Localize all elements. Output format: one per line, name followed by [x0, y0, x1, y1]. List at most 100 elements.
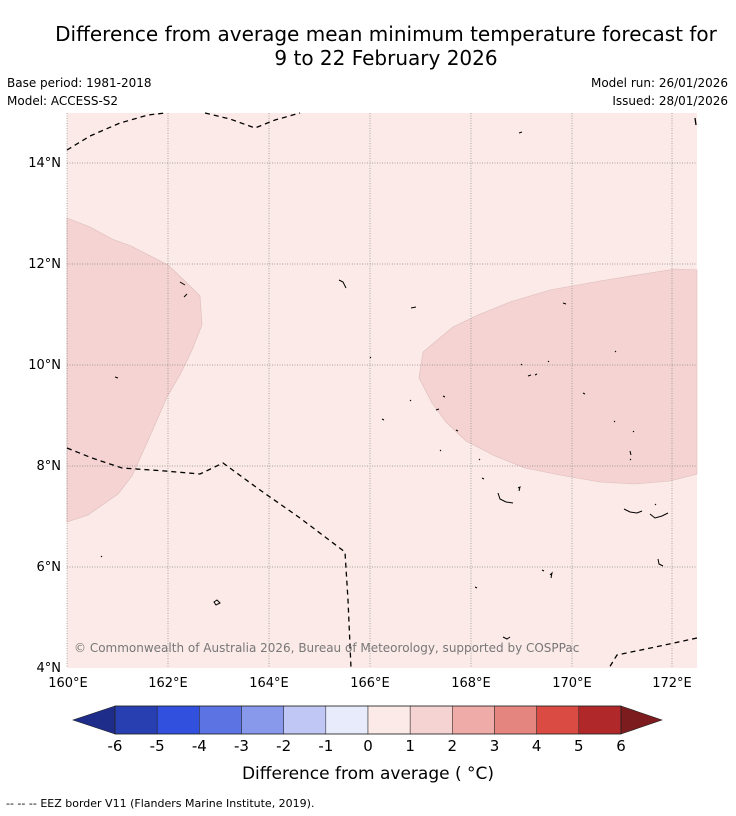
lat-tick-label: 6°N [37, 560, 62, 575]
colorbar-tick-label: -2 [276, 737, 291, 755]
colorbar-ticks: -6 -5 -4 -3 -2 -1 0 1 2 3 4 5 6 [108, 737, 626, 755]
colorbar-bin [114, 705, 158, 735]
island [497, 492, 514, 504]
island [623, 508, 643, 514]
lat-tick-label: 12°N [28, 257, 61, 272]
colorbar-bin [283, 705, 327, 735]
colorbar-tick-label: 3 [490, 737, 500, 755]
island [582, 392, 586, 395]
title-line-2: 9 to 22 February 2026 [274, 46, 498, 70]
colorbar-bin [494, 705, 537, 735]
colorbar-tick-label: -3 [234, 737, 249, 755]
island [381, 418, 385, 421]
island [562, 302, 567, 305]
colorbar-bin [156, 705, 200, 735]
island [654, 503, 657, 506]
eez-border-se [608, 637, 698, 669]
island [478, 458, 481, 461]
islands [100, 131, 669, 640]
east-region [418, 268, 698, 485]
colorbar-bin [452, 705, 495, 735]
lat-tick-label: 8°N [37, 459, 62, 474]
island [502, 636, 511, 640]
colorbar-tick-label: 2 [448, 737, 458, 755]
colorbar-tick-label: -1 [318, 737, 333, 755]
colorbar-tick-label: 4 [532, 737, 542, 755]
lon-tick-label: 162°E [148, 676, 188, 691]
island [439, 449, 442, 452]
island [183, 293, 188, 298]
lon-tick-label: 166°E [350, 676, 390, 691]
eez-border-ne [694, 117, 697, 126]
colorbar-frame [114, 705, 622, 735]
lon-tick-label: 172°E [652, 676, 692, 691]
colorbar-bin [409, 705, 453, 735]
colorbar-over-arrow [620, 705, 663, 735]
colorbar-tick-label: -4 [192, 737, 207, 755]
eez-legend-symbol: -- -- -- [6, 797, 37, 810]
island [632, 430, 635, 433]
base-period: Base period: 1981-2018 [7, 76, 152, 90]
island [369, 356, 372, 359]
island [481, 477, 485, 480]
model-name: Model: ACCESS-S2 [7, 94, 119, 108]
lon-tick-label: 164°E [249, 676, 289, 691]
map-title: Difference from average mean minimum tem… [0, 22, 736, 70]
island [410, 306, 417, 309]
colorbar-bin [536, 705, 580, 735]
island [527, 373, 538, 377]
colorbar-bins [114, 705, 622, 735]
meta-right: Model run: 26/01/2026 Issued: 28/01/2026 [591, 74, 728, 110]
island [338, 279, 347, 289]
meta-left: Base period: 1981-2018 Model: ACCESS-S2 [7, 74, 152, 110]
colorbar-bin [241, 705, 284, 735]
eez-border-n [204, 112, 301, 129]
colorbar-label: Difference from average ( °C) [241, 764, 495, 784]
lat-tick-label: 14°N [28, 156, 61, 171]
island [455, 429, 459, 432]
graticule [67, 113, 697, 668]
colorbar-tick-label: 5 [574, 737, 584, 755]
colorbar-tick-label: -6 [108, 737, 123, 755]
colorbar-bin [578, 705, 622, 735]
lat-tick-label: 10°N [28, 358, 61, 373]
eez-legend-text: EEZ border V11 (Flanders Marine Institut… [40, 797, 315, 810]
colorbar-bin [199, 705, 242, 735]
island [517, 486, 521, 492]
island [474, 586, 478, 589]
island [213, 599, 221, 606]
colorbar-bin [367, 705, 411, 735]
island [179, 281, 186, 286]
lon-tick-label: 160°E [48, 676, 88, 691]
colorbar-tick-label: -5 [150, 737, 165, 755]
footer-legend: -- -- -- EEZ border V11 (Flanders Marine… [6, 797, 314, 810]
island [629, 450, 632, 461]
eez-border-nw [66, 112, 166, 151]
lon-tick-label: 168°E [451, 676, 491, 691]
issued-date: Issued: 28/01/2026 [612, 94, 728, 108]
island [442, 395, 446, 398]
eez-borders [66, 112, 698, 669]
lat-axis: 4°N 6°N 8°N 10°N 12°N 14°N [28, 156, 61, 676]
island [657, 558, 664, 567]
island [613, 420, 616, 423]
island [614, 350, 617, 353]
island [649, 512, 669, 519]
island [541, 569, 553, 579]
island [409, 399, 412, 402]
island [114, 376, 119, 379]
colorbar-under-arrow [72, 705, 116, 735]
lat-tick-label: 4°N [37, 661, 62, 676]
lon-tick-label: 170°E [552, 676, 592, 691]
colorbar: -6 -5 -4 -3 -2 -1 0 1 2 3 4 5 6 [72, 705, 663, 755]
colorbar-tick-label: 6 [616, 737, 626, 755]
colorbar-bin [325, 705, 369, 735]
island [435, 408, 440, 411]
copyright-notice: © Commonwealth of Australia 2026, Bureau… [74, 641, 580, 655]
island [520, 360, 550, 366]
island [518, 131, 523, 134]
eez-border-central [66, 447, 352, 669]
model-run: Model run: 26/01/2026 [590, 76, 728, 90]
colorbar-tick-label: 0 [363, 737, 373, 755]
